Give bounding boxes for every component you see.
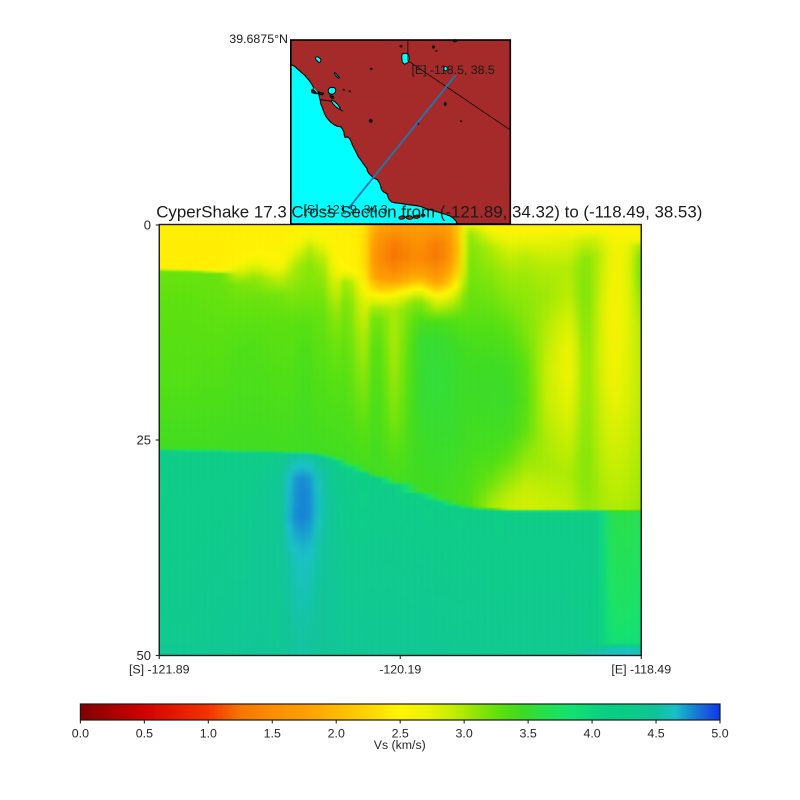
svg-text:25: 25 — [137, 433, 151, 448]
svg-text:4.0: 4.0 — [583, 726, 600, 740]
svg-text:4.5: 4.5 — [647, 726, 664, 740]
svg-text:-120.19: -120.19 — [379, 662, 421, 676]
svg-text:0.0: 0.0 — [72, 726, 89, 740]
svg-text:0: 0 — [144, 218, 151, 233]
svg-text:[S] -121.89: [S] -121.89 — [129, 662, 190, 676]
svg-text:1.5: 1.5 — [264, 726, 281, 740]
svg-text:3.0: 3.0 — [456, 726, 473, 740]
svg-text:1.0: 1.0 — [200, 726, 217, 740]
svg-text:50: 50 — [137, 648, 151, 663]
svg-text:[E] -118.49: [E] -118.49 — [611, 662, 671, 676]
svg-text:2.5: 2.5 — [392, 726, 409, 740]
svg-text:2.0: 2.0 — [328, 726, 345, 740]
svg-text:CyperShake 17.3 Cross Section: CyperShake 17.3 Cross Section from (-121… — [156, 203, 702, 222]
svg-text:5.0: 5.0 — [711, 726, 728, 740]
svg-text:0.5: 0.5 — [136, 726, 153, 740]
svg-text:39.6875°N: 39.6875°N — [229, 32, 288, 46]
svg-text:[S] -121.9, 34.3: [S] -121.9, 34.3 — [304, 203, 388, 217]
svg-text:[E] -118.5, 38.5: [E] -118.5, 38.5 — [412, 63, 495, 77]
svg-text:3.5: 3.5 — [520, 726, 537, 740]
svg-text:Vs (km/s): Vs (km/s) — [374, 738, 426, 752]
